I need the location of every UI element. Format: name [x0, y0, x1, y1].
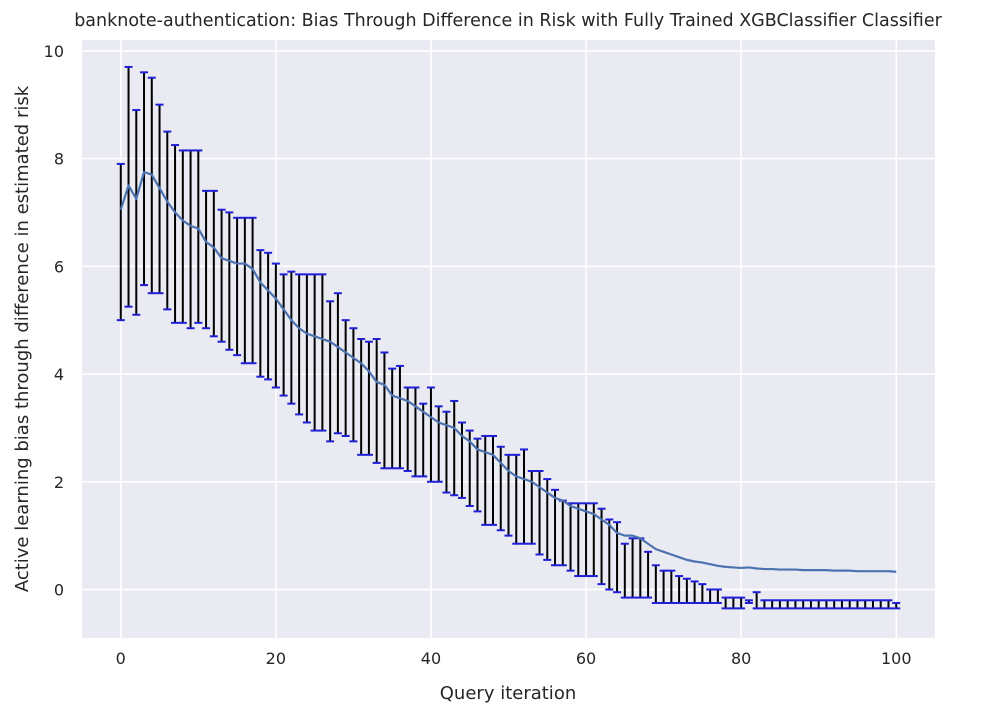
grid [82, 40, 935, 638]
x-tick-label: 40 [421, 649, 441, 668]
x-tick-label: 0 [116, 649, 126, 668]
x-tick-label: 60 [576, 649, 596, 668]
y-tick-label: 8 [54, 150, 64, 169]
mean-bias-line [119, 170, 897, 573]
chart-title: banknote-authentication: Bias Through Di… [74, 11, 942, 31]
tick-labels: 0 20 40 60 80 100 0 2 4 6 8 10 [44, 42, 912, 668]
x-tick-label: 80 [731, 649, 751, 668]
x-tick-label: 20 [266, 649, 286, 668]
y-tick-label: 6 [54, 257, 64, 276]
y-tick-label: 0 [54, 581, 64, 600]
x-tick-label: 100 [881, 649, 912, 668]
series-layer [119, 170, 897, 573]
y-tick-label: 10 [44, 42, 64, 61]
y-tick-label: 4 [54, 365, 64, 384]
y-axis-title: Active learning bias through difference … [12, 85, 33, 592]
x-axis-title: Query iteration [440, 683, 576, 704]
y-tick-label: 2 [54, 473, 64, 492]
plot-background [82, 40, 935, 638]
